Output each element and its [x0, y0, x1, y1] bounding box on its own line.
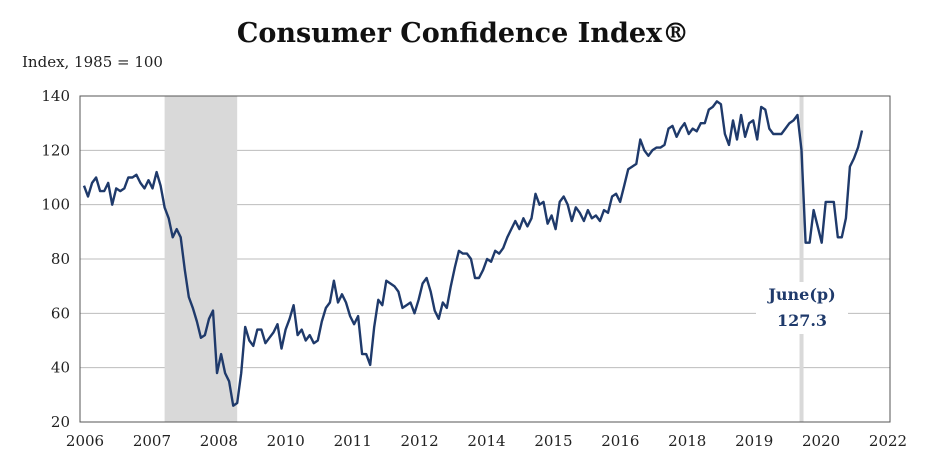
y-tick-label: 60 [51, 304, 70, 322]
x-tick-label: 2019 [735, 432, 773, 450]
x-tick-label: 2018 [668, 432, 706, 450]
x-tick-label: 2010 [267, 432, 305, 450]
y-tick-label: 20 [51, 413, 70, 431]
annotation-line1: June(p) [766, 285, 835, 304]
x-tick-label: 2006 [66, 432, 104, 450]
chart-title: Consumer Confidence Index® [237, 18, 689, 49]
annotation-background [756, 282, 848, 334]
x-tick-label: 2016 [601, 432, 639, 450]
x-tick-label: 2022 [869, 432, 907, 450]
y-tick-label: 40 [51, 359, 70, 377]
x-tick-label: 2008 [200, 432, 238, 450]
y-tick-label: 140 [41, 87, 70, 105]
x-tick-label: 2014 [467, 432, 505, 450]
y-tick-label: 100 [41, 196, 70, 214]
plot-frame [79, 95, 891, 423]
x-tick-label: 2012 [400, 432, 438, 450]
x-tick-label: 2020 [802, 432, 840, 450]
x-tick-label: 2007 [133, 432, 171, 450]
annotation-line2: 127.3 [777, 311, 827, 330]
series-line [82, 100, 864, 407]
y-tick-label: 80 [51, 250, 70, 268]
x-tick-label: 2015 [534, 432, 572, 450]
x-tick-label: 2011 [334, 432, 372, 450]
y-tick-label: 120 [41, 141, 70, 159]
axis-ticks: 20 40 60 80 100 120 140 2006 2007 2008 2010 2011 201… [41, 87, 907, 450]
y-axis-label: Index, 1985 = 100 [22, 53, 163, 71]
